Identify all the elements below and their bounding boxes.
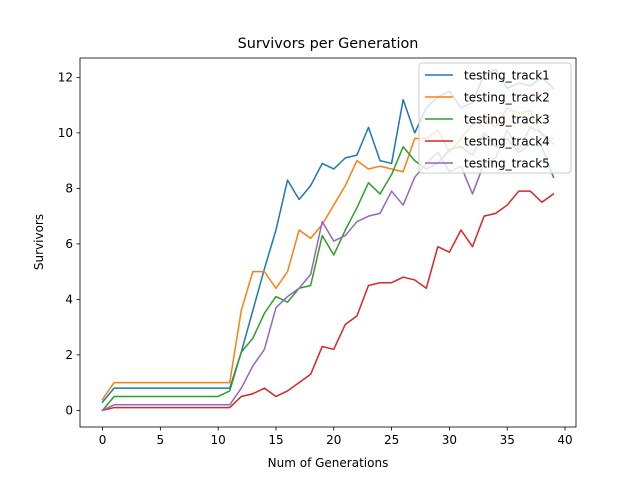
x-tick-label: 40 (557, 433, 572, 447)
x-tick-label: 35 (500, 433, 515, 447)
y-tick-label: 6 (65, 237, 73, 251)
legend-label: testing_track5 (464, 156, 550, 170)
y-tick-label: 8 (65, 182, 73, 196)
series-line-testing_track4 (101, 190, 555, 412)
x-tick-label: 10 (211, 433, 226, 447)
series-line-testing_track5 (101, 126, 555, 412)
legend-box (418, 62, 572, 174)
chart-title: Survivors per Generation (238, 36, 419, 52)
axes-frame (79, 57, 577, 428)
x-tick-label: 5 (157, 433, 165, 447)
legend: testing_track1 testing_track2 testing_trac… (418, 62, 572, 174)
x-tick-label: 0 (99, 433, 107, 447)
x-tick-label: 25 (384, 433, 399, 447)
y-tick-label: 10 (58, 126, 73, 140)
y-tick-label: 2 (65, 348, 73, 362)
y-tick-label: 0 (65, 404, 73, 418)
y-tick-label: 12 (58, 71, 73, 85)
x-tick-label: 30 (442, 433, 457, 447)
x-axis-label: Num of Generations (268, 456, 389, 470)
y-tick-label: 4 (65, 293, 73, 307)
x-tick-label: 15 (268, 433, 283, 447)
legend-label: testing_track3 (464, 112, 550, 126)
y-axis-label: Survivors (32, 214, 46, 270)
legend-label: testing_track1 (464, 68, 550, 82)
legend-label: testing_track2 (464, 90, 550, 104)
legend-label: testing_track4 (464, 134, 550, 148)
axes: 0 5 10 15 20 25 30 35 40 0 2 4 6 8 10 12 (58, 57, 577, 447)
x-tick-label: 20 (326, 433, 341, 447)
